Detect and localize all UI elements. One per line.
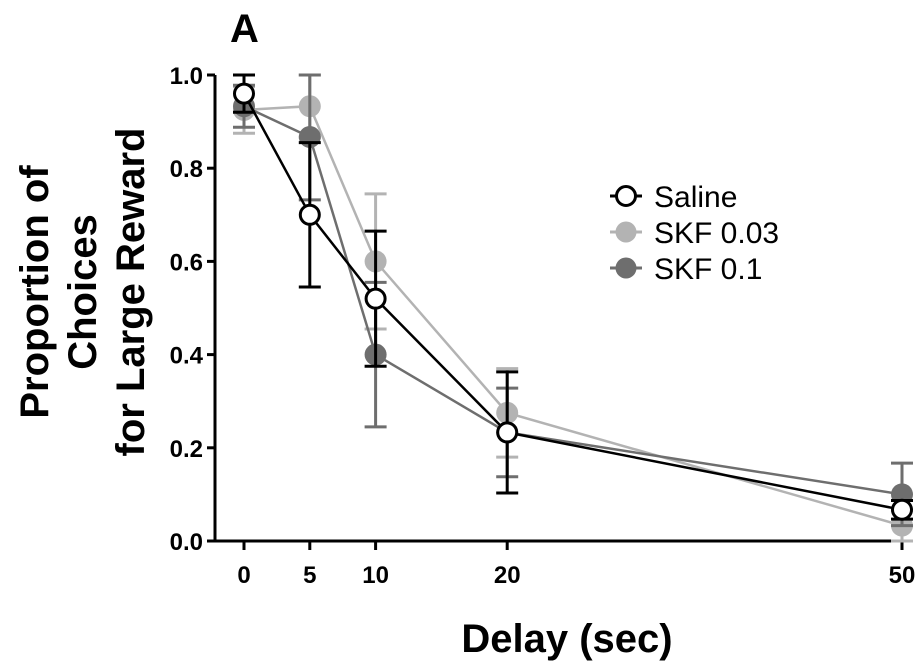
y-tick-label: 1.0 (170, 63, 203, 90)
y-axis-title-line-2: Choices (61, 214, 105, 370)
axes: 0.0 0.2 0.4 0.6 0.8 1.0 0 5 10 20 50 (170, 63, 916, 589)
legend-label: Saline (654, 181, 737, 214)
panel-label: A (230, 7, 259, 51)
x-tick-label: 50 (889, 562, 916, 589)
data-point (891, 498, 913, 521)
data-point (364, 287, 387, 310)
x-tick-label: 10 (362, 562, 389, 589)
series-line (243, 105, 903, 496)
legend-label: SKF 0.03 (654, 217, 779, 250)
data-point (496, 421, 519, 444)
data-point (298, 203, 321, 226)
legend-marker (615, 185, 637, 207)
y-tick-label: 0.6 (170, 249, 203, 276)
x-tick-label: 5 (303, 562, 316, 589)
x-axis-title: Delay (sec) (461, 617, 672, 661)
legend-marker (615, 257, 637, 279)
legend-entry: Saline (610, 181, 737, 214)
y-tick-label: 0.4 (170, 343, 204, 370)
y-axis-title-line-1: Proportion of (13, 165, 57, 419)
data-point (233, 82, 255, 105)
series-line (243, 104, 903, 527)
y-tick-label: 0.0 (170, 529, 203, 556)
legend-marker (615, 221, 637, 243)
x-tick-label: 20 (494, 562, 521, 589)
x-tick-label: 0 (237, 562, 250, 589)
legend-entry: SKF 0.03 (610, 217, 779, 250)
legend-label: SKF 0.1 (654, 253, 762, 286)
y-tick-label: 0.8 (170, 156, 203, 183)
y-axis-title-line-3: for Large Reward (109, 128, 153, 457)
series-layer (233, 73, 913, 543)
legend-entry: SKF 0.1 (610, 253, 762, 286)
y-tick-label: 0.2 (170, 436, 203, 463)
y-axis-title: Proportion of Choices for Large Reward (13, 128, 153, 457)
series-skf-0-1 (233, 73, 913, 528)
series-saline (233, 73, 913, 521)
series-line (242, 93, 903, 512)
series-skf-0-03 (233, 73, 913, 543)
